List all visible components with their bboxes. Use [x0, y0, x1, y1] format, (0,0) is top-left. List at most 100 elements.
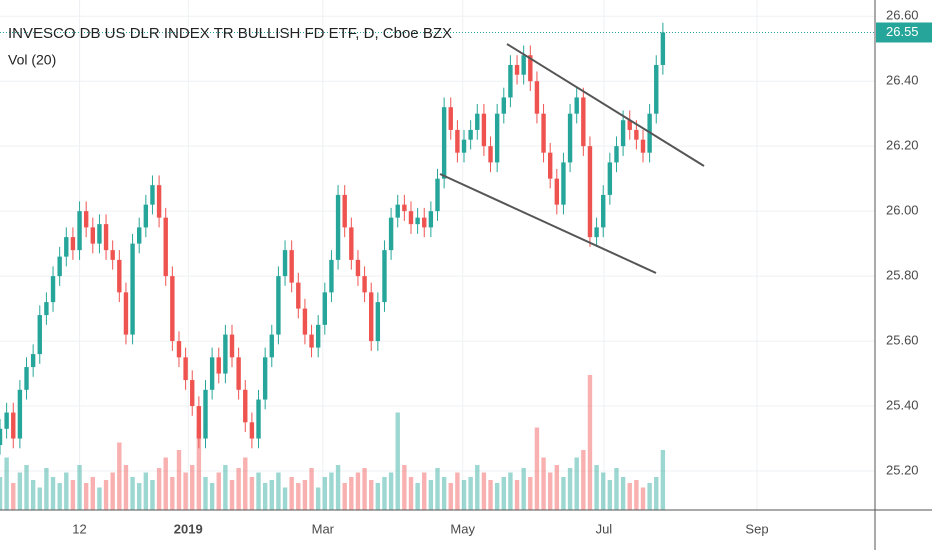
volume-bar: [488, 480, 493, 510]
volume-bar: [594, 465, 599, 510]
volume-bar: [50, 477, 56, 510]
volume-bar: [183, 472, 188, 510]
candle-body: [24, 367, 29, 390]
candle-body: [103, 224, 109, 251]
volume-bar: [57, 483, 62, 510]
candle-body: [521, 55, 526, 75]
candle-body: [528, 55, 533, 82]
candle-body: [501, 97, 506, 114]
candle-body: [547, 152, 553, 179]
volume-bar: [296, 483, 301, 510]
candle-body: [97, 224, 102, 244]
volume-bar: [587, 375, 593, 510]
candle-body: [349, 227, 354, 260]
volume-layer: [0, 375, 666, 510]
candle-body: [256, 399, 261, 439]
last-price-label: 26.55: [886, 24, 919, 39]
volume-bar: [302, 480, 308, 510]
chart-title: INVESCO DB US DLR INDEX TR BULLISH FD ET…: [8, 25, 452, 42]
volume-bar: [163, 457, 168, 510]
candle-body: [70, 237, 76, 251]
volume-bar: [83, 483, 89, 510]
volume-bar: [243, 457, 248, 510]
volume-bar: [654, 477, 659, 510]
candle-body: [382, 250, 387, 303]
volume-bar: [103, 480, 109, 510]
volume-bar: [216, 472, 221, 510]
candle-body: [475, 113, 480, 130]
y-tick-label: 25.60: [886, 333, 919, 348]
candle-body: [262, 357, 268, 400]
volume-bar: [156, 468, 162, 510]
volume-bar: [44, 468, 49, 510]
candle-body: [574, 97, 579, 114]
candle-body: [640, 139, 646, 153]
candle-body: [567, 113, 573, 163]
candle-body: [448, 107, 453, 130]
volume-bar: [541, 457, 546, 510]
candle-body: [627, 120, 632, 130]
candle-body: [660, 32, 666, 65]
candle-body: [176, 341, 182, 358]
volume-bar: [362, 468, 367, 510]
volume-bar: [37, 487, 42, 510]
candle-body: [83, 211, 89, 228]
candle-body: [57, 256, 62, 277]
volume-bar: [349, 477, 354, 510]
volume-bar: [342, 483, 347, 510]
candle-body: [77, 211, 82, 251]
candle-body: [249, 422, 255, 439]
candle-body: [216, 357, 221, 374]
volume-bar: [17, 472, 23, 510]
candle-body: [554, 178, 560, 205]
volume-bar: [355, 472, 361, 510]
candle-body: [302, 308, 308, 335]
candle-body: [428, 211, 434, 228]
candle-body: [309, 334, 314, 348]
volume-bar: [64, 472, 69, 510]
candle-body: [369, 292, 374, 342]
volume-bar: [90, 477, 96, 510]
candle-body: [342, 194, 347, 228]
volume-bar: [276, 472, 281, 510]
last-price-box: [876, 22, 932, 43]
y-tick-label: 26.20: [886, 138, 919, 153]
volume-bar: [640, 487, 646, 510]
candle-body: [209, 357, 215, 390]
candle-body: [276, 276, 281, 335]
volume-bar: [315, 487, 321, 510]
candle-body: [11, 412, 16, 439]
volume-bar: [388, 472, 394, 510]
volume-bar: [117, 442, 122, 510]
volume-bar: [0, 477, 3, 510]
volume-bar: [395, 412, 400, 510]
candle-body: [17, 389, 23, 439]
volume-bar: [170, 477, 175, 510]
volume-bar: [528, 477, 533, 510]
candle-body: [587, 146, 593, 238]
x-tick-label: Mar: [312, 521, 335, 536]
volume-bar: [70, 480, 76, 510]
candle-body: [375, 302, 381, 342]
trend-line: [506, 43, 705, 167]
volume-bar: [547, 472, 553, 510]
candle-body: [322, 292, 328, 325]
candle-body: [117, 259, 122, 293]
candle-body: [170, 276, 175, 342]
candle-body: [607, 162, 613, 195]
y-tick-label: 25.20: [886, 462, 919, 477]
volume-bar: [620, 477, 626, 510]
candle-body: [461, 139, 467, 153]
volume-bar: [322, 477, 328, 510]
candle-body: [203, 389, 208, 439]
candle-body: [355, 259, 361, 277]
candle-body: [441, 107, 447, 179]
volume-bar: [282, 487, 288, 510]
candle-body: [508, 64, 513, 98]
candle-body: [620, 120, 626, 147]
volume-bar: [481, 472, 487, 510]
volume-bar: [176, 450, 182, 510]
volume-bar: [329, 472, 334, 510]
candle-body: [601, 194, 606, 228]
